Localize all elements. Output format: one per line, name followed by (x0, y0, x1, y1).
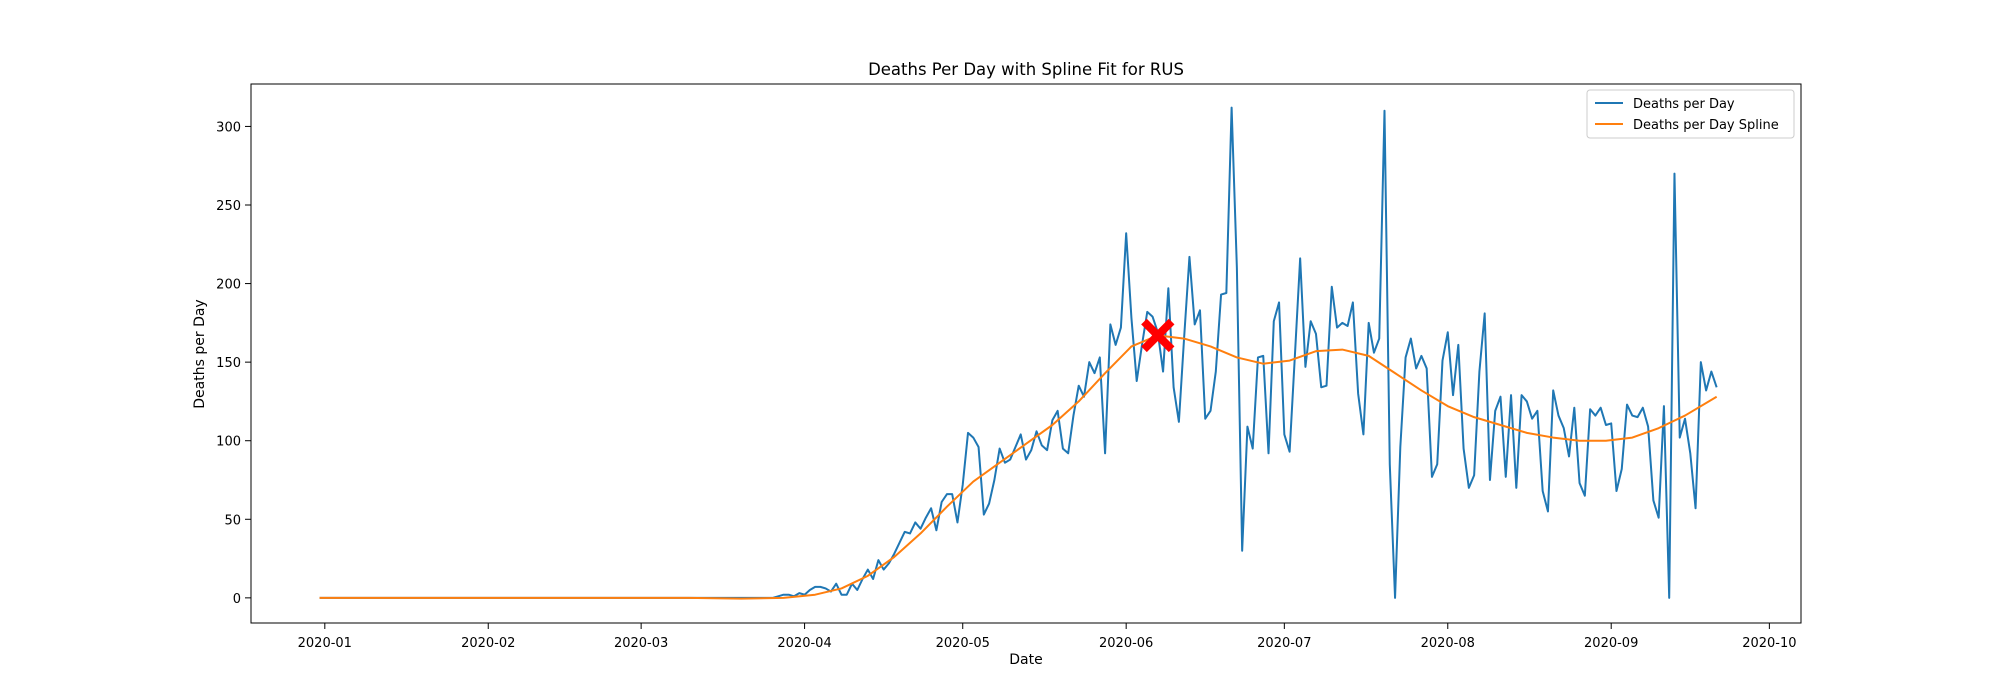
x-tick-label: 2020-02 (461, 636, 515, 651)
series-line-deaths-per-day-spline (319, 334, 1718, 600)
x-tick-label: 2020-09 (1584, 636, 1638, 651)
x-axis-title: Date (1009, 652, 1042, 668)
y-tick-label: 50 (224, 513, 241, 528)
series-line-deaths-per-day (319, 106, 1718, 599)
y-tick-label: 0 (233, 592, 241, 607)
plot-area (319, 106, 1718, 600)
y-tick-label: 300 (216, 120, 241, 135)
x-tick-label: 2020-08 (1421, 636, 1475, 651)
x-axis: 2020-01 2020-02 2020-03 2020-04 2020-05 2020-… (298, 623, 1797, 651)
peak-marker (1141, 318, 1175, 353)
y-axis-title: Deaths per Day (192, 299, 208, 408)
x-tick-label: 2020-07 (1257, 636, 1311, 651)
plot-frame (250, 83, 1802, 624)
x-tick-label: 2020-04 (777, 636, 831, 651)
x-tick-label: 2020-10 (1742, 636, 1796, 651)
x-tick-label: 2020-01 (298, 636, 352, 651)
legend-box (1586, 89, 1795, 139)
chart-title: Deaths Per Day with Spline Fit for RUS (868, 60, 1184, 79)
x-tick-label: 2020-03 (614, 636, 668, 651)
x-tick-label: 2020-05 (936, 636, 990, 651)
x-tick-label: 2020-06 (1099, 636, 1153, 651)
y-tick-label: 250 (216, 199, 241, 214)
legend-entry: Deaths per Day Spline (1633, 118, 1779, 133)
legend: Deaths per Day Deaths per Day Spline (1586, 89, 1795, 139)
y-tick-label: 200 (216, 278, 241, 293)
y-tick-label: 100 (216, 435, 241, 450)
y-tick-label: 150 (216, 356, 241, 371)
legend-entry: Deaths per Day (1633, 97, 1735, 112)
y-axis: 0 50 100 150 200 250 300 (216, 120, 251, 607)
